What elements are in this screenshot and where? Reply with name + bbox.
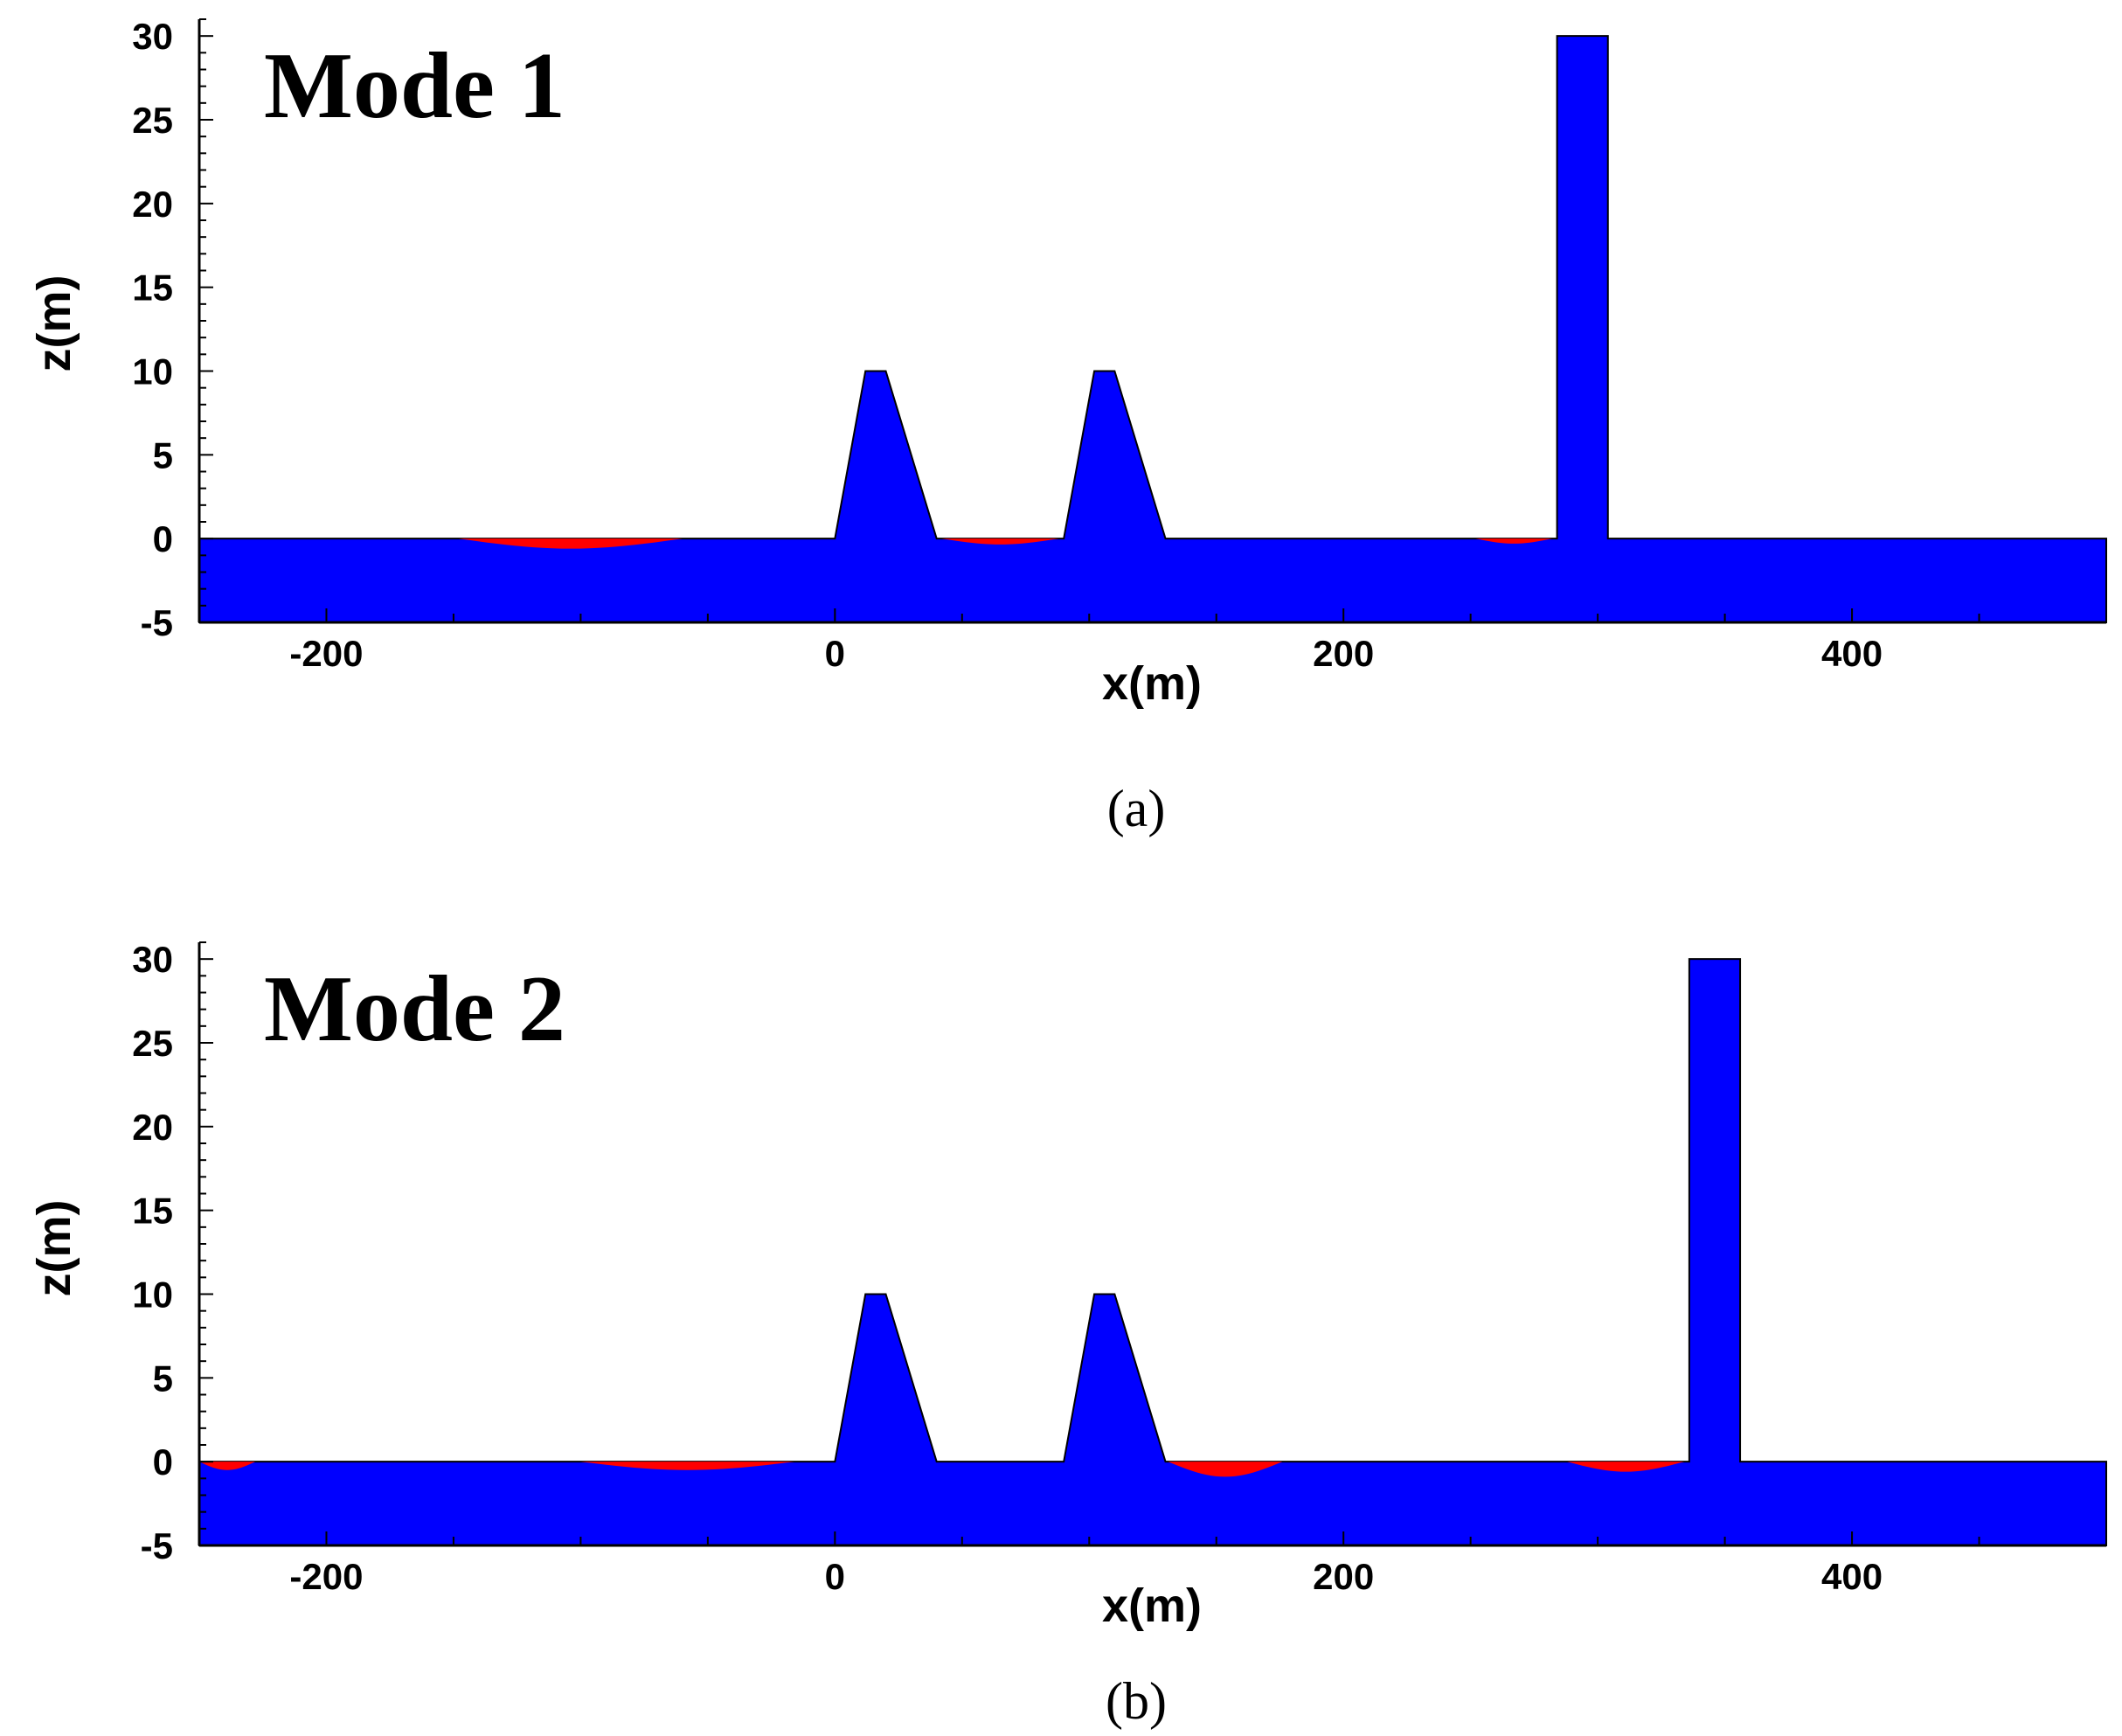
structure-profile (198, 35, 2107, 623)
erosion-zone (580, 1462, 794, 1470)
x-tick-label: 400 (1821, 633, 1883, 674)
y-tick-label: 10 (132, 351, 173, 392)
panel-title: Mode 1 (264, 34, 565, 138)
y-tick-label: 25 (132, 100, 173, 141)
y-tick-label: -5 (141, 602, 173, 643)
y-tick-label: 15 (132, 1191, 173, 1232)
x-tick-label: 0 (825, 1556, 845, 1597)
panel-mode-2: Mode 2 (b) x(m) z(m) -5 0 5 10 15 20 25 30 -200 0… (28, 939, 2107, 1730)
y-tick-label: 25 (132, 1023, 173, 1064)
erosion-zone (941, 538, 1059, 545)
erosion-zone (1475, 538, 1552, 544)
structure-profile (198, 958, 2107, 1546)
panel-mode-1: Mode 1 (a) x(m) z(m) -5 0 5 10 15 20 25 30 -200 0… (28, 16, 2107, 837)
erosion-zone (1567, 1462, 1685, 1472)
y-tick-label: 15 (132, 267, 173, 309)
x-tick-label: -200 (289, 1556, 363, 1597)
y-tick-label: 20 (132, 1107, 173, 1148)
y-tick-label: 0 (153, 1441, 173, 1483)
y-tick-label: 5 (153, 1358, 173, 1399)
y-tick-label: -5 (141, 1525, 173, 1566)
panel-title: Mode 2 (264, 957, 565, 1061)
y-tick-label: 20 (132, 184, 173, 225)
erosion-zone (199, 1462, 256, 1470)
y-tick-label: 0 (153, 518, 173, 559)
plot-area: -5 0 5 10 15 20 25 30 -200 0 200 400 (132, 16, 2107, 674)
y-tick-label: 10 (132, 1274, 173, 1316)
erosion-zone (1168, 1462, 1283, 1477)
x-tick-label: 0 (825, 633, 845, 674)
panel-caption: (b) (1106, 1672, 1167, 1730)
y-tick-label: 30 (132, 939, 173, 980)
x-axis-title: x(m) (1102, 657, 1202, 710)
y-tick-label: 30 (132, 16, 173, 57)
panel-caption: (a) (1107, 780, 1166, 837)
y-tick-label: 5 (153, 434, 173, 476)
plot-area: -5 0 5 10 15 20 25 30 -200 0 200 400 (132, 939, 2107, 1597)
x-tick-label: 200 (1313, 633, 1374, 674)
erosion-zone (458, 538, 683, 549)
y-axis-title: z(m) (28, 1200, 80, 1297)
x-tick-label: -200 (289, 633, 363, 674)
y-axis-title: z(m) (28, 275, 80, 372)
x-tick-label: 200 (1313, 1556, 1374, 1597)
x-axis-title: x(m) (1102, 1580, 1202, 1632)
x-tick-label: 400 (1821, 1556, 1883, 1597)
